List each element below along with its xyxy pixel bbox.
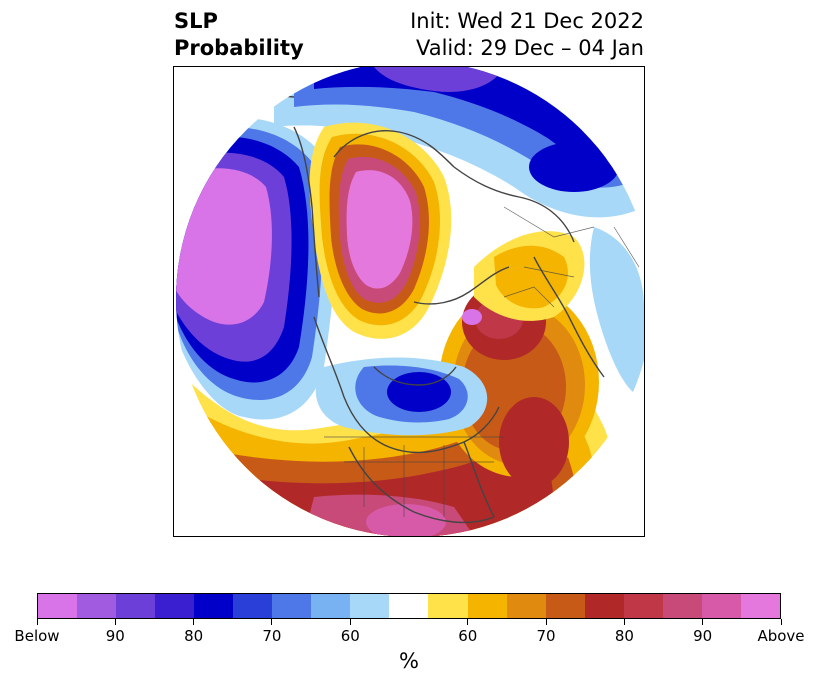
colorbar-tick <box>545 619 547 625</box>
colorbar-segment <box>467 594 507 618</box>
colorbar-tick <box>702 619 704 625</box>
colorbar-tick <box>193 619 195 625</box>
map-panel <box>173 66 645 537</box>
colorbar-tick-label: 70 <box>536 627 556 645</box>
colorbar-segment <box>701 594 741 618</box>
above-max-north <box>346 170 413 289</box>
colorbar-tick <box>36 619 38 625</box>
colorbar-segment <box>623 594 663 618</box>
colorbar-unit-label: % <box>399 649 419 673</box>
above-max-south <box>366 504 446 536</box>
colorbar-tick-label: 90 <box>105 627 125 645</box>
colorbar-segment <box>155 594 195 618</box>
colorbar-tick <box>271 619 273 625</box>
colorbar-tick-label: 80 <box>614 627 634 645</box>
below-max-west <box>176 168 272 325</box>
colorbar-segment <box>311 594 351 618</box>
title-product: Probability <box>174 36 304 60</box>
colorbar-segment <box>77 594 117 618</box>
colorbar-tick-label: Below <box>14 627 60 645</box>
colorbar-tick-label: 70 <box>262 627 282 645</box>
colorbar-segment <box>194 594 234 618</box>
colorbar-tick-label: 80 <box>184 627 204 645</box>
colorbar-segment <box>428 594 468 618</box>
title-right: Init: Wed 21 Dec 2022 Valid: 29 Dec – 04… <box>410 8 644 62</box>
colorbar-segment <box>272 594 312 618</box>
colorbar-segment <box>545 594 585 618</box>
hemisphere-field <box>176 67 644 536</box>
init-date: Init: Wed 21 Dec 2022 <box>410 9 644 33</box>
colorbar-segment <box>662 594 702 618</box>
probability-map <box>176 67 644 536</box>
colorbar-tick <box>349 619 351 625</box>
colorbar-segment <box>389 594 429 618</box>
colorbar-segment <box>584 594 624 618</box>
title-variable: SLP <box>174 9 218 33</box>
colorbar-segment <box>350 594 390 618</box>
colorbar-tick <box>623 619 625 625</box>
colorbar-tick <box>467 619 469 625</box>
colorbar-segment <box>116 594 156 618</box>
valid-period: Valid: 29 Dec – 04 Jan <box>415 36 644 60</box>
colorbar-tick-label: 90 <box>693 627 713 645</box>
colorbar-tick <box>780 619 782 625</box>
colorbar-tick <box>114 619 116 625</box>
colorbar-segment <box>506 594 546 618</box>
colorbar-tick-label: Above <box>757 627 805 645</box>
title-left: SLP Probability <box>174 8 304 62</box>
colorbar-segment <box>233 594 273 618</box>
below-max-canada <box>387 372 451 412</box>
colorbar <box>37 593 781 619</box>
colorbar-tick-label: 60 <box>340 627 360 645</box>
colorbar-segment <box>38 594 78 618</box>
borders <box>324 106 640 517</box>
colorbar-tick-label: 60 <box>458 627 478 645</box>
colorbar-segment <box>740 594 780 618</box>
